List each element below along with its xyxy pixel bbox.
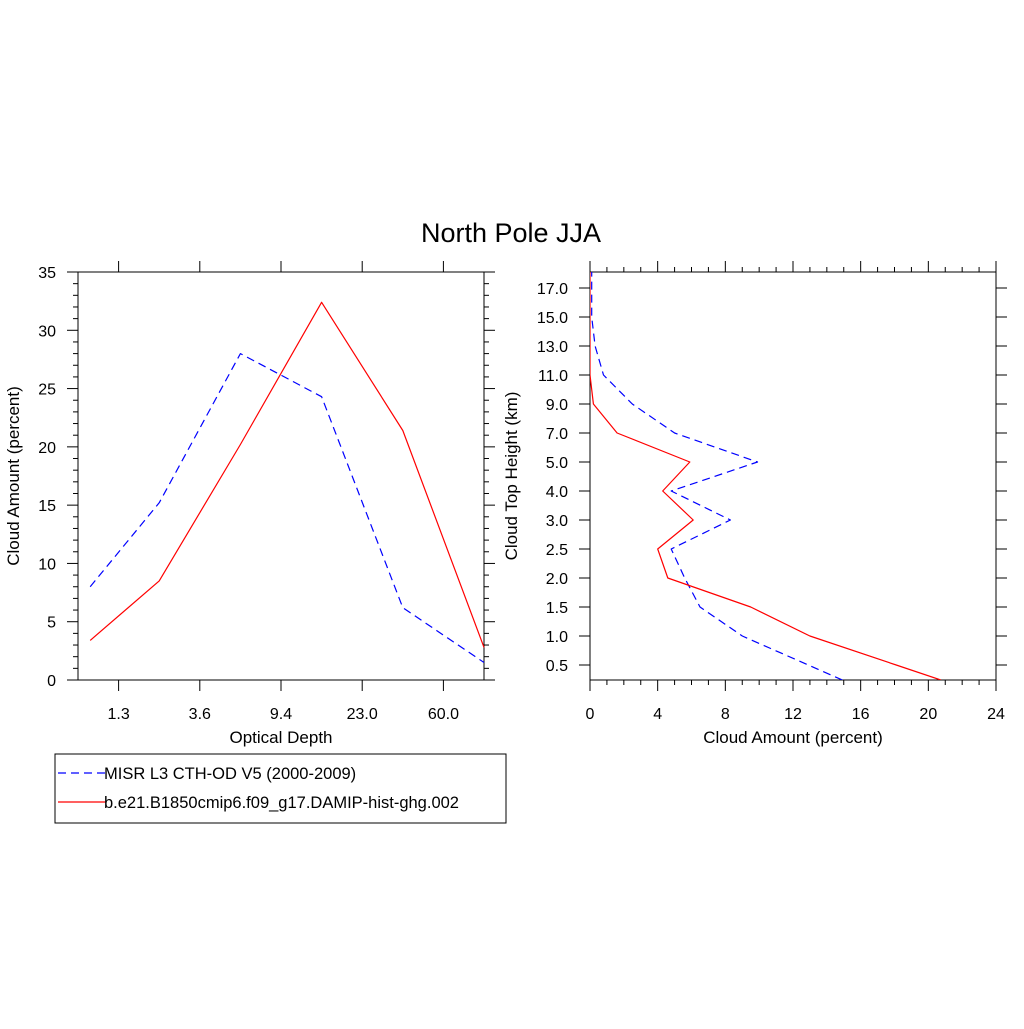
right-x-axis-label: Cloud Amount (percent) (703, 728, 883, 747)
left-y-tick-label: 25 (38, 382, 56, 399)
right-y-tick-label: 2.0 (546, 571, 568, 588)
right-y-tick-label: 17.0 (537, 281, 568, 298)
right-series-model-line (590, 272, 941, 680)
right-x-tick-label: 20 (919, 706, 937, 723)
left-x-tick-label: 3.6 (189, 706, 211, 723)
chart-title: North Pole JJA (421, 218, 601, 248)
right-x-tick-label: 4 (653, 706, 662, 723)
left-y-tick-label: 10 (38, 556, 56, 573)
left-plot-frame (77, 271, 485, 681)
right-y-tick-label: 3.0 (546, 513, 568, 530)
right-series-misr-line (591, 272, 843, 680)
right-y-tick-label: 15.0 (537, 310, 568, 327)
left-y-tick-label: 30 (38, 323, 56, 340)
left-x-axis-label: Optical Depth (230, 728, 333, 747)
left-y-axis-label: Cloud Amount (percent) (4, 386, 23, 566)
right-x-tick-label: 0 (586, 706, 595, 723)
right-y-tick-label: 5.0 (546, 455, 568, 472)
right-y-tick-label: 11.0 (538, 368, 568, 385)
right-y-tick-label: 1.5 (546, 600, 568, 617)
right-x-tick-label: 12 (784, 706, 802, 723)
right-x-tick-label: 16 (852, 706, 870, 723)
right-y-tick-label: 7.0 (546, 426, 568, 443)
left-x-tick-label: 9.4 (270, 706, 292, 723)
right-plot-frame (589, 271, 997, 681)
right-y-tick-label: 4.0 (546, 484, 568, 501)
right-y-tick-label: 9.0 (546, 397, 568, 414)
left-y-tick-label: 5 (47, 615, 56, 632)
left-series-misr-line (89, 353, 485, 663)
left-y-tick-label: 0 (47, 673, 56, 690)
right-y-tick-label: 13.0 (537, 339, 568, 356)
legend-label-misr: MISR L3 CTH-OD V5 (2000-2009) (104, 765, 356, 783)
legend-label-model: b.e21.B1850cmip6.f09_g17.DAMIP-hist-ghg.… (104, 794, 459, 812)
left-y-tick-label: 15 (38, 498, 56, 515)
legend-box (54, 753, 507, 824)
left-series-model-line (89, 301, 485, 648)
left-y-tick-label: 20 (38, 440, 56, 457)
left-x-tick-label: 1.3 (107, 706, 129, 723)
right-x-tick-label: 8 (721, 706, 730, 723)
right-y-tick-label: 0.5 (546, 658, 568, 675)
right-x-tick-label: 24 (987, 706, 1005, 723)
right-y-tick-label: 2.5 (546, 542, 568, 559)
optical-depth-panel: Optical Depth Cloud Amount (percent) 0 5 1… (4, 261, 495, 747)
right-y-tick-label: 1.0 (546, 629, 568, 646)
left-x-tick-label: 23.0 (347, 706, 378, 723)
legend: MISR L3 CTH-OD V5 (2000-2009) b.e21.B185… (54, 753, 507, 824)
left-y-tick-label: 35 (38, 265, 56, 282)
left-x-tick-label: 60.0 (428, 706, 459, 723)
right-y-axis-label: Cloud Top Height (km) (502, 392, 521, 561)
height-panel: Cloud Amount (percent) Cloud Top Height … (502, 261, 1007, 747)
